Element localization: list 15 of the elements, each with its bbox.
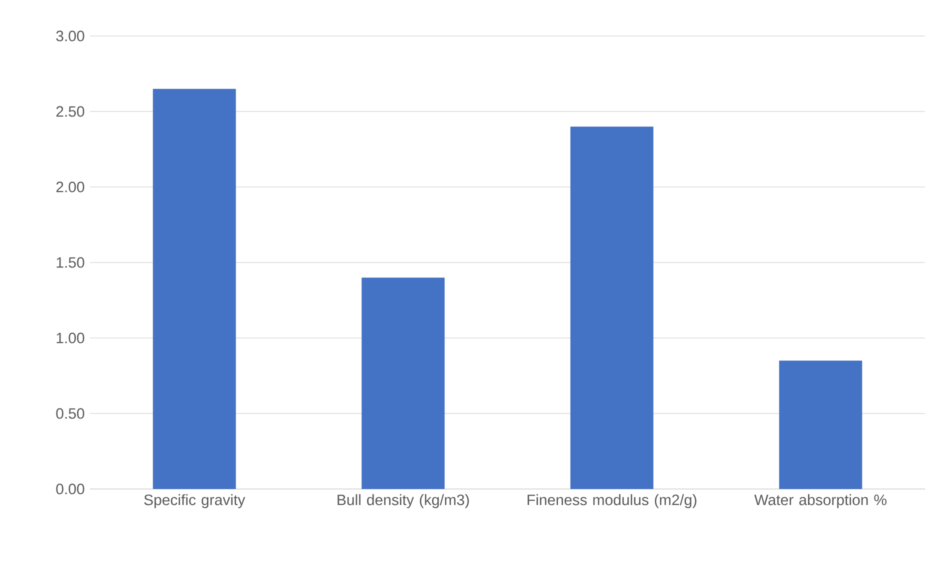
bar	[362, 278, 445, 489]
x-tick-label: Specific gravity	[144, 494, 246, 508]
y-tick-label: 2.00	[56, 182, 84, 192]
y-tick-label: 2.50	[56, 106, 84, 117]
y-tick-label: 0.50	[56, 408, 84, 419]
bar	[779, 360, 862, 489]
y-tick-label: 3.00	[56, 30, 84, 42]
x-tick-label: Bull density (kg/m3)	[338, 494, 469, 508]
y-tick-label: 0.00	[56, 484, 84, 494]
y-tick-label: 1.00	[56, 332, 84, 344]
bar	[570, 126, 654, 489]
y-tick-label: 1.50	[56, 257, 84, 268]
x-tick-label: Fineness modulus (m2/g)	[528, 494, 696, 508]
x-tick-label: Water absorption %	[754, 494, 886, 508]
bar	[152, 88, 236, 489]
